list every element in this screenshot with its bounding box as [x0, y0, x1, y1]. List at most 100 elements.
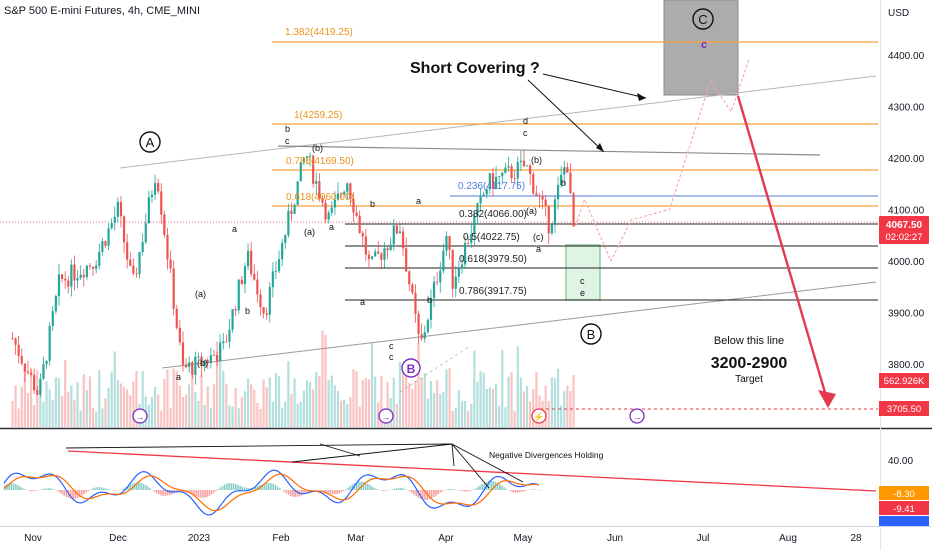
macd-histogram-bar	[153, 490, 156, 492]
macd-histogram-bar	[516, 490, 519, 493]
event-markers[interactable]: → → ⚡ →	[132, 408, 645, 424]
volume-bar	[67, 392, 70, 427]
volume-bar	[553, 378, 557, 427]
macd-indicator	[3, 469, 541, 516]
candle-body	[525, 165, 529, 167]
wave-a-apr: a	[416, 196, 421, 206]
wave-d-apr: d	[523, 116, 528, 126]
volume-bar	[485, 388, 488, 427]
macd-histogram-bar	[334, 490, 336, 495]
macd-histogram-bar	[384, 490, 387, 491]
volume-bar	[250, 384, 253, 427]
macd-histogram-bar	[237, 484, 239, 490]
macd-histogram-bar	[369, 485, 371, 490]
macd-histogram-bar	[371, 486, 373, 490]
event-icon-dec[interactable]: →	[132, 408, 148, 424]
candle-body	[336, 193, 340, 200]
macd-histogram-bar	[221, 485, 224, 490]
candle-body	[169, 259, 172, 269]
candle-body	[305, 156, 309, 159]
wave-a-mar: a	[360, 297, 365, 307]
macd-histogram-bar	[30, 490, 32, 492]
volume-bar	[501, 349, 504, 427]
indicator-tag-a: -8.30	[879, 486, 929, 500]
macd-histogram-bar	[193, 490, 195, 496]
macd-histogram-bar	[492, 481, 494, 490]
candle-body	[420, 333, 423, 339]
macd-histogram-bar	[199, 490, 202, 498]
volume-bar	[197, 401, 200, 427]
volume-bar	[188, 384, 191, 427]
candle-body	[296, 181, 299, 205]
candle-body	[268, 287, 271, 315]
price-axis[interactable]: 4400.00 4300.00 4200.00 4100.00 4000.00 3900.…	[888, 51, 925, 371]
volume-bar	[482, 372, 485, 427]
candle-body	[126, 242, 129, 260]
macd-histogram-bar	[78, 490, 81, 498]
event-icon-may[interactable]: ⚡	[531, 408, 547, 424]
wave-a-nov: a	[176, 372, 181, 382]
candle-body	[361, 232, 364, 237]
indicator-pane[interactable]	[0, 430, 880, 526]
volume-bar	[305, 380, 309, 427]
volume-bar	[563, 391, 566, 427]
volume-bar	[126, 389, 129, 427]
macd-histogram-bar	[188, 490, 191, 494]
macd-histogram-bar	[276, 486, 279, 490]
volume-bar	[209, 407, 212, 427]
macd-histogram-bar	[391, 489, 393, 490]
purple-B-marker: B	[401, 358, 421, 378]
macd-histogram-bar	[268, 482, 270, 490]
volume-bar	[237, 408, 240, 427]
volume-bar	[265, 387, 268, 427]
volume-bar	[467, 410, 470, 427]
event-icon-jun[interactable]: →	[629, 408, 645, 424]
candle-body	[401, 231, 405, 249]
svg-text:→: →	[633, 412, 642, 422]
macd-histogram-bar	[538, 490, 541, 491]
wave-pa-feb: (a)	[304, 227, 315, 237]
candle-body	[429, 298, 433, 320]
candle-body	[42, 364, 45, 379]
volume-bar	[228, 405, 231, 427]
macd-histogram-bar	[138, 482, 140, 490]
wave-c-feb-top: c	[285, 136, 290, 146]
macd-histogram-bar	[413, 490, 415, 495]
macd-histogram-bar	[446, 489, 448, 490]
volume-bar	[184, 394, 188, 427]
macd-histogram-bar	[496, 482, 499, 490]
volume-bar	[191, 370, 194, 427]
volume-bar	[535, 372, 538, 427]
event-icon-mar[interactable]: →	[378, 408, 394, 424]
volume-bar	[141, 371, 144, 427]
candle-body	[374, 251, 377, 257]
purple-c-label: c	[701, 39, 707, 51]
macd-histogram-bar	[364, 482, 367, 490]
time-axis[interactable]: Nov Dec 2023 Feb Mar Apr May Jun Jul Aug 28	[24, 533, 862, 544]
svg-text:→: →	[382, 412, 391, 422]
volume-bar	[333, 385, 336, 427]
volume-bar	[88, 376, 92, 427]
macd-histogram-bar	[257, 486, 259, 490]
macd-histogram-bar	[534, 489, 536, 490]
macd-histogram-bar	[470, 490, 472, 491]
volume-bar	[222, 370, 225, 427]
macd-histogram-bar	[459, 490, 461, 491]
volume-bar	[352, 369, 355, 427]
volume-bar	[256, 402, 259, 427]
macd-histogram-bar	[180, 490, 182, 492]
candle-body	[423, 332, 426, 339]
volume-bar	[219, 334, 222, 427]
candle-body	[256, 279, 259, 295]
macd-histogram-bar	[164, 490, 167, 496]
candle-body	[392, 225, 395, 245]
volume-bar	[377, 402, 380, 427]
macd-histogram-bar	[129, 484, 131, 490]
candle-body	[45, 360, 48, 365]
candle-body	[200, 356, 203, 367]
svg-text:→: →	[136, 412, 145, 422]
macd-histogram-bar	[345, 489, 347, 490]
macd-histogram-bar	[367, 483, 369, 490]
macd-histogram-bar	[386, 490, 389, 491]
